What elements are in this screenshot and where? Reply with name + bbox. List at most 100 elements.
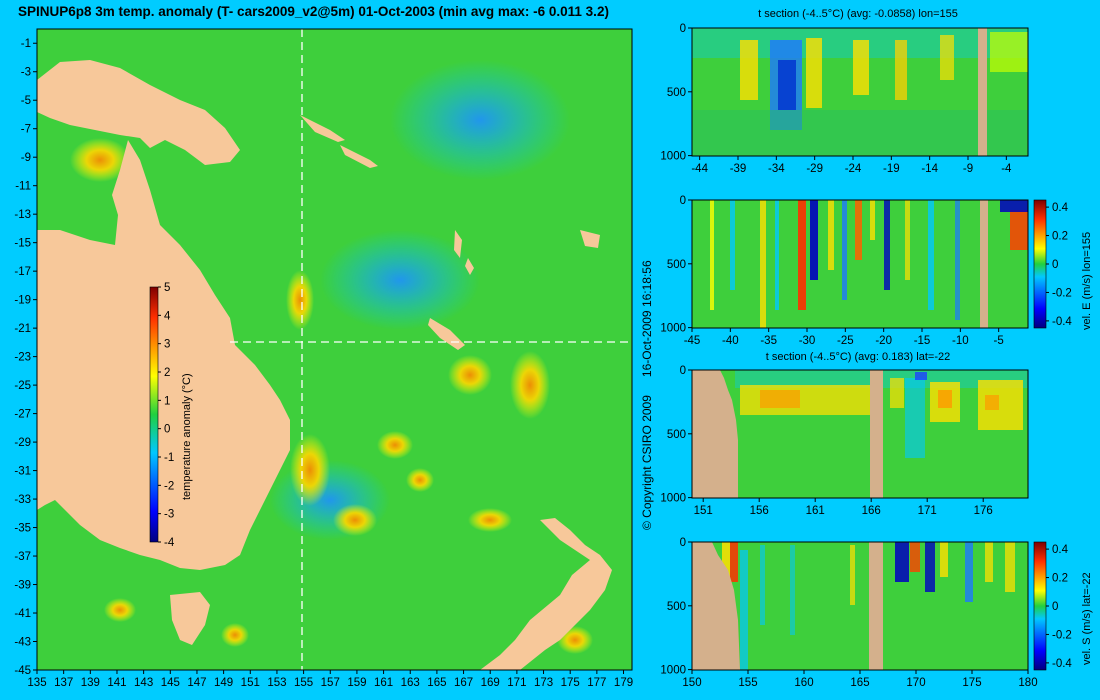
x-tick-label: 165 (850, 677, 869, 689)
colorbar-tick-label: 4 (164, 310, 171, 322)
x-tick-label: 147 (187, 677, 206, 689)
colorbar-tick-label: -0.4 (1052, 316, 1072, 328)
y-tick-label: 0 (680, 23, 686, 35)
p1-land-strip (978, 28, 987, 156)
p2-features (710, 200, 1028, 328)
x-tick-label: -14 (921, 163, 938, 175)
x-tick-label: -29 (806, 163, 823, 175)
vanuatu-land (454, 230, 474, 275)
y-tick-label: -29 (14, 437, 31, 449)
t-section-lon-title: t section (-4..5°C) (avg: -0.0858) lon=1… (758, 8, 958, 20)
y-tick-label: -7 (21, 124, 31, 136)
x-tick-label: 137 (54, 677, 73, 689)
x-tick-label: -20 (875, 335, 892, 347)
x-tick-label: -5 (994, 335, 1004, 347)
colorbar-tick-label: 0.2 (1052, 573, 1068, 585)
x-tick-label: 173 (534, 677, 553, 689)
x-tick-label: 175 (561, 677, 580, 689)
t-section-lat-title: t section (-4..5°C) (avg: 0.183) lat=-22 (766, 351, 950, 363)
x-tick-label: 161 (806, 505, 825, 517)
x-tick-label: -44 (691, 163, 708, 175)
x-tick-label: 171 (507, 677, 526, 689)
figure-title: SPINUP6p8 3m temp. anomaly (T- cars2009_… (18, 4, 609, 19)
x-tick-label: 179 (614, 677, 633, 689)
x-tick-label: 167 (454, 677, 473, 689)
p2-colorbar-label: vel. E (m/s) lon=155 (1081, 232, 1093, 330)
colorbar-tick-label: -0.4 (1052, 658, 1072, 670)
x-tick-label: 165 (427, 677, 446, 689)
map-anomaly-field (70, 60, 593, 654)
main-map: 135 137 139 141 143 145 147 149 151 153 155 157 159 1… (14, 28, 633, 689)
y-tick-label: -3 (21, 67, 31, 79)
colorbar-tick-label: 0.4 (1052, 202, 1069, 214)
y-tick-label: 500 (667, 87, 686, 99)
colorbar-tick-label: 0 (1052, 601, 1058, 613)
y-tick-label: 1000 (660, 493, 686, 505)
x-tick-label: 176 (974, 505, 993, 517)
colorbar-tick-label: -4 (164, 537, 175, 549)
p3-features (735, 370, 1028, 458)
x-tick-label: -10 (952, 335, 969, 347)
x-tick-label: -25 (837, 335, 854, 347)
colorbar-tick-label: 0.2 (1052, 231, 1068, 243)
y-tick-label: -41 (14, 608, 31, 620)
x-tick-label: 157 (321, 677, 340, 689)
y-tick-label: 500 (667, 601, 686, 613)
p4-colorbar-gradient (1033, 541, 1047, 671)
y-tick-label: -39 (14, 580, 31, 592)
x-tick-label: 156 (750, 505, 769, 517)
y-tick-label: 1000 (660, 323, 686, 335)
x-tick-label: -15 (914, 335, 931, 347)
colorbar-tick-label: 1 (164, 395, 170, 407)
x-tick-label: 177 (587, 677, 606, 689)
p3-land-strip (870, 370, 883, 498)
x-tick-label: 149 (214, 677, 233, 689)
y-tick-label: 0 (680, 537, 686, 549)
y-tick-label: -31 (14, 466, 31, 478)
y-tick-label: -5 (21, 95, 31, 107)
fiji-land (580, 230, 600, 248)
colorbar-gradient (149, 286, 159, 543)
y-tick-label: 0 (680, 195, 686, 207)
p2-colorbar: 0.4 0.2 0 -0.2 -0.4 vel. E (m/s) lon=155 (1033, 199, 1093, 330)
x-tick-label: 163 (401, 677, 420, 689)
x-tick-label: 166 (862, 505, 881, 517)
new-zealand-land (480, 518, 612, 670)
y-tick-label: 0 (680, 365, 686, 377)
vel-s-section-panel: 150 155 160 165 170 175 180 0 500 1000 0.4 0.2 0 -0… (660, 537, 1093, 689)
y-tick-label: -11 (15, 181, 31, 193)
x-tick-label: 161 (374, 677, 393, 689)
y-tick-label: -17 (14, 266, 31, 278)
x-tick-label: 170 (906, 677, 925, 689)
colorbar-tick-label: -3 (164, 509, 174, 521)
p1-features (692, 28, 1028, 156)
y-tick-label: -1 (21, 38, 31, 50)
colorbar-tick-label: 0 (164, 424, 170, 436)
x-tick-label: -9 (963, 163, 973, 175)
p4-land-left (692, 542, 740, 670)
y-tick-label: 1000 (660, 151, 686, 163)
y-tick-label: -33 (14, 494, 31, 506)
t-section-lon-panel: t section (-4..5°C) (avg: -0.0858) lon=1… (660, 8, 1029, 175)
x-tick-label: 151 (241, 677, 260, 689)
x-tick-label: -4 (1001, 163, 1012, 175)
y-tick-label: -15 (14, 238, 31, 250)
copyright-stamp: © Copyright CSIRO 2009 16-Oct-2009 16:18:… (640, 130, 654, 530)
y-tick-label: 1000 (660, 665, 686, 677)
y-tick-label: 500 (667, 259, 686, 271)
y-tick-label: -9 (21, 152, 31, 164)
p2-land-strip (980, 200, 988, 328)
x-tick-label: 155 (294, 677, 313, 689)
p2-colorbar-gradient (1033, 199, 1047, 329)
colorbar-tick-label: -0.2 (1052, 287, 1072, 299)
p4-land-strip (869, 542, 883, 670)
x-tick-label: 180 (1018, 677, 1037, 689)
x-tick-label: 169 (481, 677, 500, 689)
y-tick-label: 500 (667, 429, 686, 441)
x-tick-label: 151 (694, 505, 713, 517)
y-tick-label: -19 (14, 295, 31, 307)
new-guinea-land (37, 60, 240, 165)
p4-colorbar-label: vel. S (m/s) lat=-22 (1081, 572, 1093, 665)
x-tick-label: 135 (27, 677, 46, 689)
